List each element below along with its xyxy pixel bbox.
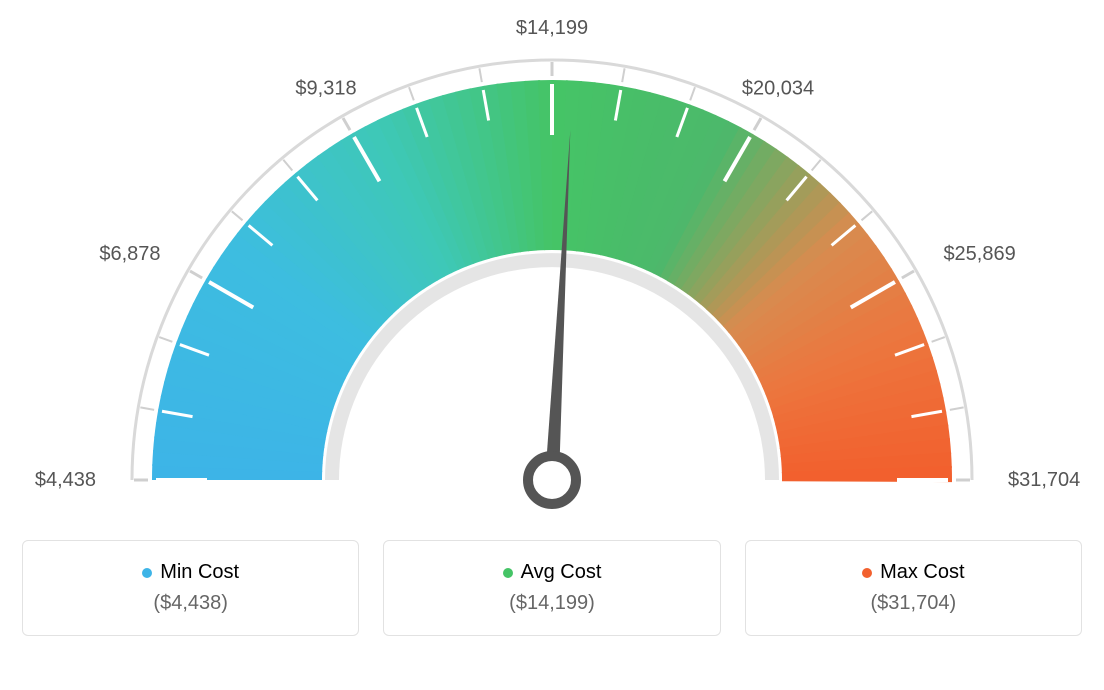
outer-tick <box>140 407 154 409</box>
legend-value-avg: ($14,199) <box>394 592 709 615</box>
legend-card-max: Max Cost ($31,704) <box>745 540 1082 636</box>
outer-tick <box>902 271 914 278</box>
outer-tick <box>754 118 761 130</box>
legend-card-min: Min Cost ($4,438) <box>22 540 359 636</box>
tick-label: $20,034 <box>742 78 814 100</box>
legend-card-avg: Avg Cost ($14,199) <box>383 540 720 636</box>
cost-gauge: $4,438 $6,878 $9,318 $14,199 $20,034 $25,869 $… <box>22 20 1082 520</box>
legend-dot-avg <box>503 568 513 578</box>
tick-label: $31,704 <box>1008 469 1080 491</box>
tick-label: $6,878 <box>99 243 160 265</box>
outer-tick <box>232 211 243 220</box>
legend-title-avg: Avg Cost <box>503 561 602 584</box>
legend-label-min: Min Cost <box>160 561 239 584</box>
tick-label: $14,199 <box>516 20 588 39</box>
gauge-svg: $4,438 $6,878 $9,318 $14,199 $20,034 $25,869 $… <box>22 20 1082 530</box>
legend-title-max: Max Cost <box>862 561 964 584</box>
legend-label-avg: Avg Cost <box>521 561 602 584</box>
outer-tick <box>343 118 350 130</box>
outer-tick <box>950 407 964 409</box>
legend-value-max: ($31,704) <box>756 592 1071 615</box>
outer-tick <box>690 87 695 100</box>
legend-title-min: Min Cost <box>142 561 239 584</box>
legend-label-max: Max Cost <box>880 561 964 584</box>
outer-tick <box>159 337 172 342</box>
outer-tick <box>812 160 821 171</box>
tick-label: $25,869 <box>943 243 1015 265</box>
outer-tick <box>283 160 292 171</box>
legend-row: Min Cost ($4,438) Avg Cost ($14,199) Max… <box>22 540 1082 636</box>
tick-label: $9,318 <box>295 78 356 100</box>
outer-tick <box>861 211 872 220</box>
outer-tick <box>190 271 202 278</box>
legend-value-min: ($4,438) <box>33 592 348 615</box>
outer-tick <box>479 68 481 82</box>
legend-dot-min <box>142 568 152 578</box>
outer-tick <box>932 337 945 342</box>
tick-label: $4,438 <box>35 469 96 491</box>
legend-dot-max <box>862 568 872 578</box>
needle-hub <box>528 456 576 504</box>
outer-tick <box>622 68 624 82</box>
outer-tick <box>409 87 414 100</box>
